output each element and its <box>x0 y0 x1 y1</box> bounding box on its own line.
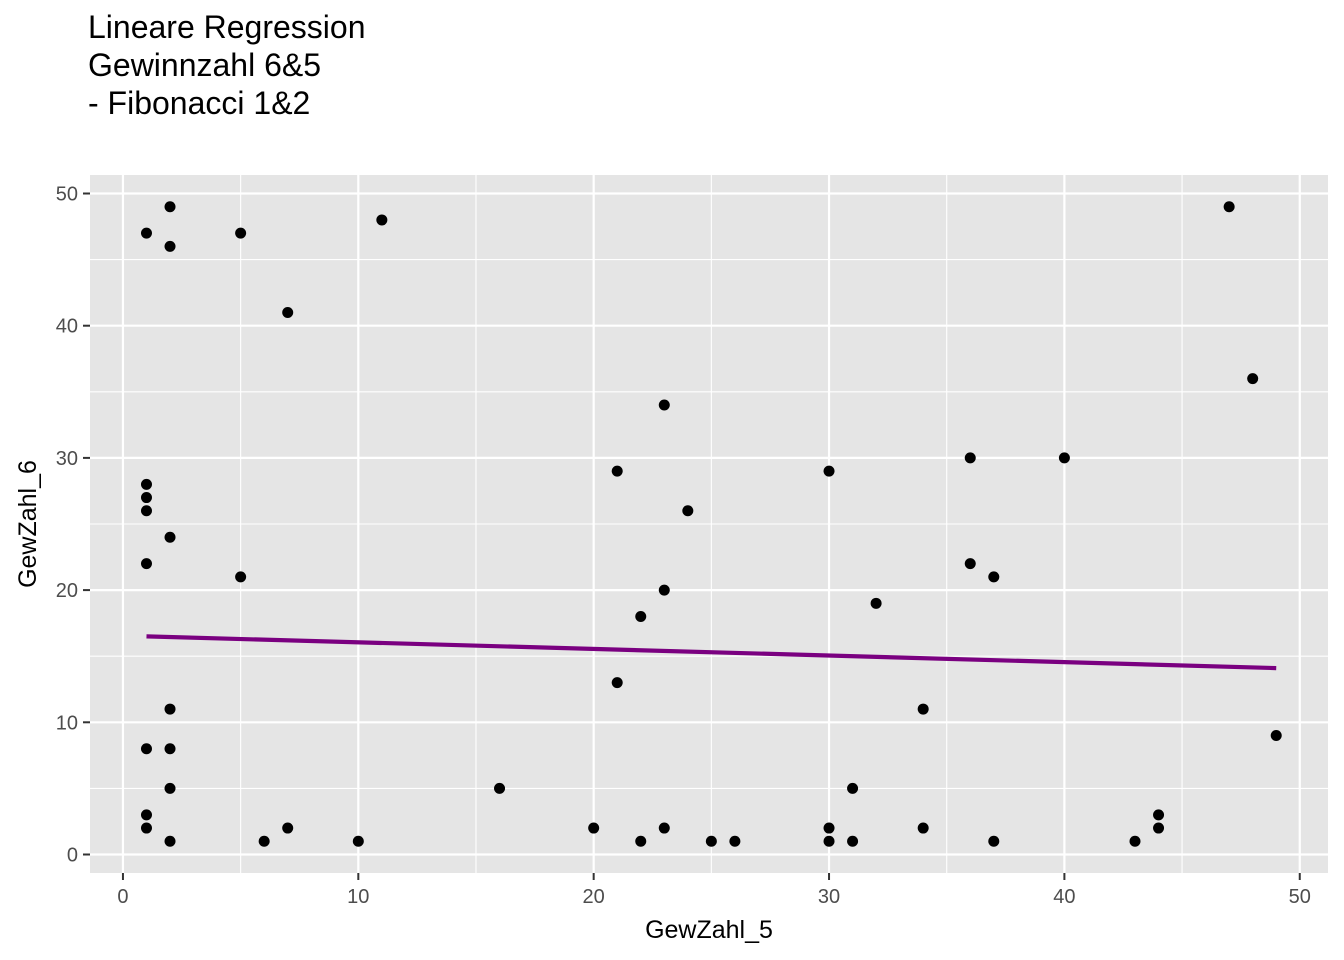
data-point <box>988 571 1000 583</box>
data-point <box>635 611 647 623</box>
data-point <box>140 478 152 490</box>
data-point <box>164 782 176 794</box>
data-point <box>964 452 976 464</box>
data-point <box>917 822 929 834</box>
data-point <box>140 505 152 517</box>
data-point <box>1153 822 1165 834</box>
data-point <box>1223 201 1235 213</box>
y-tick-label: 40 <box>56 316 78 338</box>
data-point <box>823 835 835 847</box>
data-point <box>1247 373 1259 385</box>
x-tick-label: 40 <box>1053 886 1075 908</box>
data-point <box>611 465 623 477</box>
data-point <box>1270 730 1282 742</box>
x-axis-title: GewZahl_5 <box>645 916 773 944</box>
data-point <box>140 743 152 755</box>
data-point <box>1058 452 1070 464</box>
chart-title: Lineare Regression Gewinnzahl 6&5 - Fibo… <box>88 9 366 121</box>
data-point <box>164 201 176 213</box>
data-point <box>258 835 270 847</box>
y-tick-label: 20 <box>56 580 78 602</box>
data-point <box>611 677 623 689</box>
x-tick-label: 0 <box>117 886 128 908</box>
data-point <box>635 835 647 847</box>
data-point <box>847 782 859 794</box>
data-point <box>282 306 294 318</box>
regression-line <box>146 634 1277 671</box>
data-point <box>140 492 152 504</box>
data-point <box>164 240 176 252</box>
data-point <box>823 465 835 477</box>
data-point <box>588 822 600 834</box>
data-point <box>282 822 294 834</box>
data-point <box>729 835 741 847</box>
data-point <box>164 743 176 755</box>
data-point <box>682 505 694 517</box>
data-point <box>964 558 976 570</box>
y-tick-label: 50 <box>56 184 78 206</box>
data-point <box>658 399 670 411</box>
data-point <box>140 227 152 239</box>
data-point <box>705 835 717 847</box>
data-point <box>1129 835 1141 847</box>
data-point <box>140 809 152 821</box>
data-point <box>376 214 388 226</box>
data-point <box>1153 809 1165 821</box>
data-point <box>823 822 835 834</box>
y-axis-title: GewZahl_6 <box>14 460 42 588</box>
x-tick-label: 50 <box>1289 886 1311 908</box>
data-point <box>847 835 859 847</box>
data-point <box>164 531 176 543</box>
data-point <box>917 703 929 715</box>
data-point <box>140 822 152 834</box>
data-point <box>235 571 247 583</box>
x-tick-label: 20 <box>583 886 605 908</box>
data-point <box>140 558 152 570</box>
x-tick-label: 10 <box>347 886 369 908</box>
data-point <box>658 584 670 596</box>
data-point <box>164 703 176 715</box>
x-tick-label: 30 <box>818 886 840 908</box>
data-point <box>658 822 670 834</box>
data-point <box>988 835 1000 847</box>
data-point <box>494 782 506 794</box>
data-point <box>235 227 247 239</box>
data-point <box>164 835 176 847</box>
y-tick-label: 10 <box>56 712 78 734</box>
data-point <box>352 835 364 847</box>
y-tick-label: 0 <box>67 844 78 866</box>
data-point <box>870 597 882 609</box>
y-tick-label: 30 <box>56 448 78 470</box>
